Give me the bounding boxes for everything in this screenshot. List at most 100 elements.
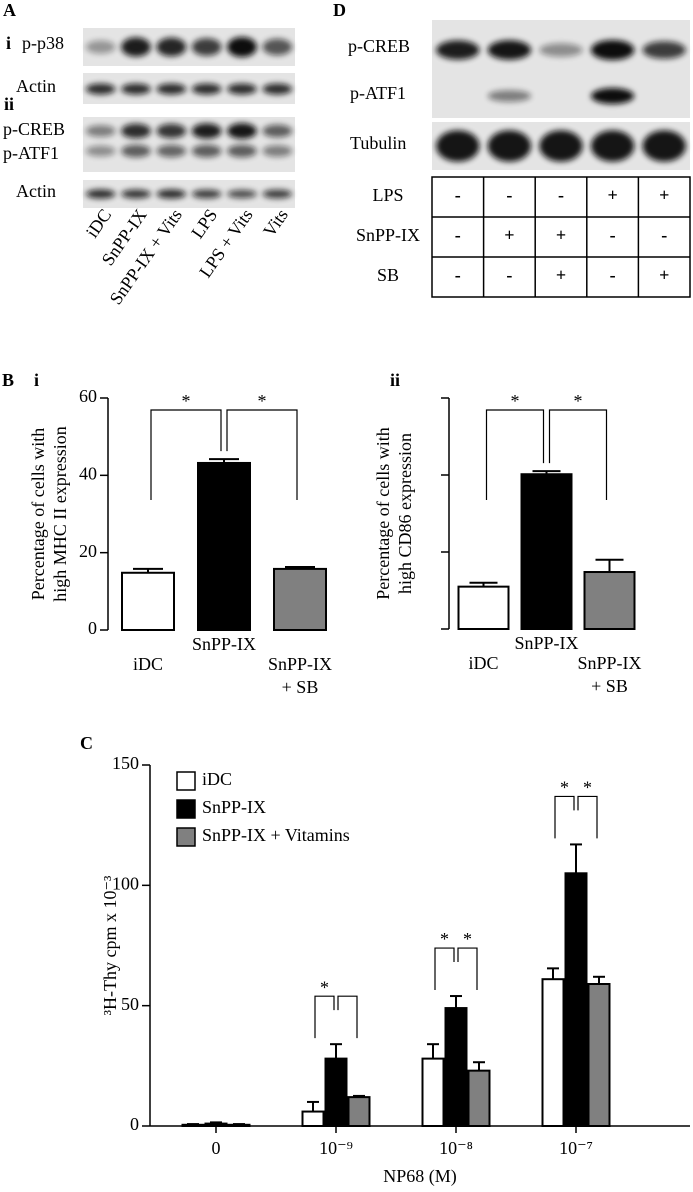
blot-band	[487, 90, 532, 102]
blot-band	[262, 145, 293, 157]
lane-label: Vits	[259, 205, 292, 240]
panel-label: A	[3, 0, 16, 20]
blot-row-label: p-CREB	[348, 36, 410, 56]
bar	[347, 1096, 371, 1127]
error-bar	[547, 967, 559, 980]
bar	[121, 571, 175, 631]
bar	[541, 978, 565, 1128]
error-bar	[209, 458, 239, 463]
bar	[467, 1069, 491, 1127]
blot-band	[191, 83, 222, 95]
legend-label: SnPP-IX	[202, 797, 266, 817]
x-axis-label: NP68 (M)	[383, 1166, 457, 1187]
bar	[421, 1057, 445, 1127]
blot-band	[590, 88, 635, 104]
significance-label: *	[560, 778, 569, 798]
significance-bracket	[554, 795, 575, 839]
error-bar	[353, 1094, 365, 1098]
blot-band	[85, 189, 116, 199]
legend-swatch	[176, 799, 196, 819]
y-axis-label: ³H-Thy cpm x 10⁻³	[100, 875, 120, 1015]
table-cell: -	[455, 185, 461, 205]
x-tick-label: 0	[212, 1138, 221, 1158]
blot-background	[432, 20, 690, 118]
x-tick-label: 10⁻⁸	[439, 1138, 473, 1158]
y-tick-label: 100	[112, 873, 139, 893]
x-tick-label: SnPP-IX	[514, 633, 578, 653]
bar	[587, 983, 611, 1127]
sub-label: i	[34, 370, 39, 390]
significance-bracket	[150, 409, 222, 500]
table-cell: +	[607, 185, 617, 205]
significance-label: *	[258, 391, 267, 411]
table-cell: +	[659, 185, 669, 205]
bar	[273, 567, 327, 632]
blot-band	[121, 37, 151, 57]
blot-row-label: p-CREB	[3, 119, 65, 139]
blot-band	[191, 38, 222, 56]
bar	[564, 872, 588, 1127]
blot-band	[85, 83, 116, 95]
blot-row-label: Actin	[16, 181, 56, 201]
significance-label: *	[320, 977, 329, 997]
blot-band	[590, 40, 635, 60]
blot-band	[85, 40, 116, 54]
bar	[520, 473, 573, 631]
error-bar	[473, 1061, 485, 1071]
table-cell: -	[610, 225, 616, 245]
significance-label: *	[574, 391, 583, 411]
blot-row-label: p-ATF1	[3, 143, 59, 163]
error-bar	[570, 843, 582, 874]
blot-band	[642, 41, 686, 59]
blot-band	[121, 189, 151, 199]
x-tick-label: SnPP-IX	[268, 654, 332, 674]
bar	[324, 1057, 348, 1127]
significance-bracket	[314, 995, 335, 1039]
blot-background	[83, 73, 295, 104]
y-tick-label: 40	[79, 463, 97, 483]
significance-bracket	[485, 409, 545, 500]
blot-band	[436, 130, 480, 162]
table-cell: -	[455, 265, 461, 285]
x-tick-label: SnPP-IX	[192, 634, 256, 654]
blot-band	[85, 125, 116, 137]
x-tick-label: 10⁻⁹	[319, 1138, 353, 1158]
table-cell: -	[661, 225, 667, 245]
significance-label: *	[511, 391, 520, 411]
panel-label: C	[80, 733, 93, 753]
blot-band	[642, 130, 686, 162]
lane-label: LPS	[187, 205, 221, 242]
significance-bracket	[434, 947, 455, 991]
table-row-label: SnPP-IX	[356, 225, 420, 245]
blot-row-label: Actin	[16, 76, 56, 96]
blot-row-label: Tubulin	[350, 133, 406, 153]
table-row-label: SB	[377, 265, 399, 285]
table-border	[431, 176, 691, 298]
blot-band	[85, 145, 116, 157]
blot-background	[83, 28, 295, 66]
significance-bracket	[226, 409, 298, 500]
significance-bracket	[577, 795, 598, 839]
x-tick-label: + SB	[591, 676, 628, 696]
blot-band	[156, 189, 187, 199]
error-bar	[233, 1123, 245, 1126]
blot-band	[539, 43, 583, 57]
significance-bracket	[457, 947, 478, 991]
table-cell: +	[556, 265, 566, 285]
significance-label: *	[583, 778, 592, 798]
table-cell: -	[506, 265, 512, 285]
significance-label: *	[440, 929, 449, 949]
error-bar	[427, 1043, 439, 1059]
error-bar	[285, 565, 315, 569]
table-cell: -	[558, 185, 564, 205]
blot-band	[487, 40, 532, 60]
x-tick-label: + SB	[282, 677, 319, 697]
blot-band	[262, 124, 293, 138]
blot-band	[262, 38, 293, 56]
significance-bracket	[548, 409, 608, 500]
y-axis-label: high MHC II expression	[50, 426, 70, 601]
bar	[301, 1110, 325, 1128]
significance-label: *	[182, 391, 191, 411]
